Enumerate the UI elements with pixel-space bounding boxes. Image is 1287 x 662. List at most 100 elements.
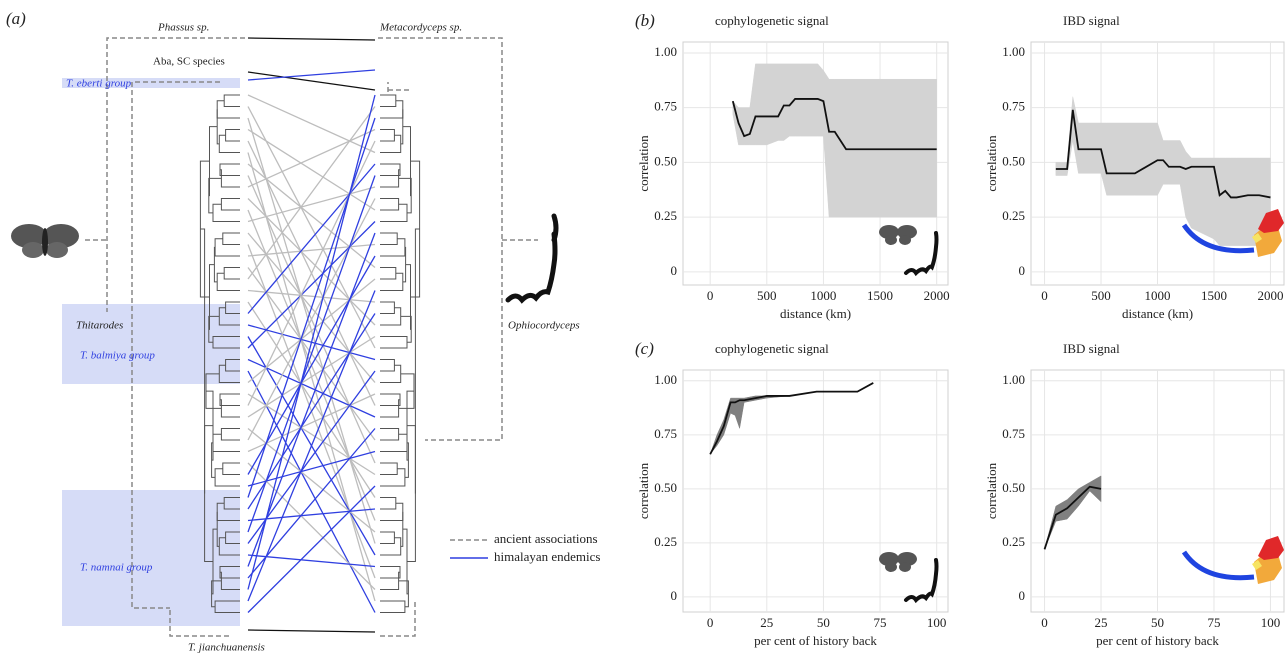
y-tick-label: 1.00 — [1002, 44, 1025, 59]
x-tick-label: 2000 — [924, 288, 950, 303]
namnai-highlight — [62, 490, 240, 626]
association-link — [247, 94, 376, 590]
association-link — [247, 106, 376, 349]
y-tick-label: 0.75 — [1002, 426, 1025, 441]
x-tick-label: 25 — [760, 615, 773, 630]
moth-icon — [879, 225, 917, 245]
map-region — [1252, 233, 1262, 243]
outgroup-fungus: Metacordyceps sp. — [379, 22, 462, 34]
tree-branch — [380, 198, 400, 211]
association-link — [247, 289, 376, 303]
correlation-line — [731, 98, 937, 151]
tree-branch — [380, 307, 402, 326]
association-link — [247, 370, 376, 613]
tree-branch — [400, 109, 404, 145]
tree-branch — [216, 511, 220, 547]
association-link — [247, 128, 376, 211]
moth-wing — [885, 235, 897, 245]
tree-branch — [222, 462, 240, 475]
tree-branch — [208, 177, 222, 214]
balmiya-label: T. balmiya group — [80, 350, 155, 362]
x-tick-label: 500 — [757, 288, 777, 303]
aba-label: Aba, SC species — [153, 56, 225, 68]
y-axis-label: correlation — [636, 462, 651, 519]
y-tick-label: 0.75 — [1002, 99, 1025, 114]
tree-branch — [380, 393, 401, 406]
association-link — [247, 94, 376, 154]
association-link — [247, 232, 376, 567]
tree-branch — [216, 109, 220, 145]
y-tick-label: 0.25 — [654, 208, 677, 223]
cordyceps-icon — [505, 213, 559, 304]
x-tick-label: 1000 — [810, 288, 836, 303]
tree-branch — [414, 228, 420, 494]
x-axis-label: distance (km) — [780, 306, 851, 321]
panel-label: (b) — [635, 11, 655, 30]
association-link — [247, 163, 376, 269]
map-region — [1258, 536, 1284, 560]
tree-branch — [220, 198, 240, 211]
x-tick-label: 0 — [707, 615, 714, 630]
confidence-band — [732, 63, 937, 218]
association-link — [247, 198, 376, 441]
tree-branch — [223, 267, 240, 280]
y-tick-label: 0.25 — [654, 534, 677, 549]
map-region — [1254, 225, 1282, 257]
tree-branch — [380, 566, 401, 579]
tree-branch — [220, 428, 240, 441]
y-tick-label: 1.00 — [654, 372, 677, 387]
moth-wing — [897, 225, 917, 239]
association-link — [247, 198, 376, 326]
association-link — [247, 370, 376, 544]
tree-branch — [380, 301, 395, 314]
tree-branch — [200, 228, 206, 494]
tree-branch — [380, 203, 408, 222]
x-tick-label: 2000 — [1257, 288, 1283, 303]
moth-icon — [879, 552, 917, 572]
moth-wing — [879, 552, 899, 566]
tree-branch — [225, 129, 240, 142]
tree-branch — [380, 399, 400, 418]
y-tick-label: 0.50 — [654, 153, 677, 168]
x-tick-label: 1000 — [1145, 288, 1171, 303]
fungus-genus: Ophiocordyceps — [508, 320, 580, 332]
association-link — [247, 117, 376, 498]
tree-branch — [400, 511, 404, 547]
tree-branch — [380, 129, 395, 142]
cordyceps-icon — [904, 558, 939, 604]
x-tick-label: 75 — [1207, 615, 1220, 630]
tree-branch — [212, 203, 240, 222]
x-tick-label: 0 — [1041, 288, 1048, 303]
tree-branch — [398, 177, 412, 214]
plot-background — [682, 369, 949, 613]
y-tick-label: 0 — [671, 263, 678, 278]
cordyceps-icon — [904, 231, 939, 277]
y-tick-label: 0 — [1019, 263, 1026, 278]
aba-link-blue — [247, 69, 376, 81]
tree-branch — [223, 94, 240, 107]
ancient-dashed-left — [85, 37, 245, 637]
y-tick-label: 1.00 — [654, 44, 677, 59]
tree-branch — [380, 364, 402, 383]
x-tick-label: 1500 — [867, 288, 893, 303]
y-tick-label: 0.25 — [1002, 208, 1025, 223]
ancient-dashed-right — [378, 37, 538, 637]
aba-link — [247, 71, 376, 91]
tree-branch — [407, 425, 416, 562]
tree-branch — [380, 169, 400, 188]
eberti-highlight — [62, 78, 240, 88]
moth-wing — [899, 235, 911, 245]
y-tick-label: 0.50 — [1002, 153, 1025, 168]
legend-label: ancient associations — [494, 531, 598, 546]
tree-branch — [220, 399, 240, 418]
y-axis-label: correlation — [984, 462, 999, 519]
panel-label: (c) — [635, 339, 654, 358]
y-tick-label: 0.75 — [654, 99, 677, 114]
tree-branch — [212, 433, 240, 452]
association-link — [247, 128, 376, 188]
tree-branch — [380, 163, 401, 176]
x-tick-label: 100 — [927, 615, 947, 630]
association-link — [247, 450, 376, 487]
association-link — [247, 393, 376, 453]
